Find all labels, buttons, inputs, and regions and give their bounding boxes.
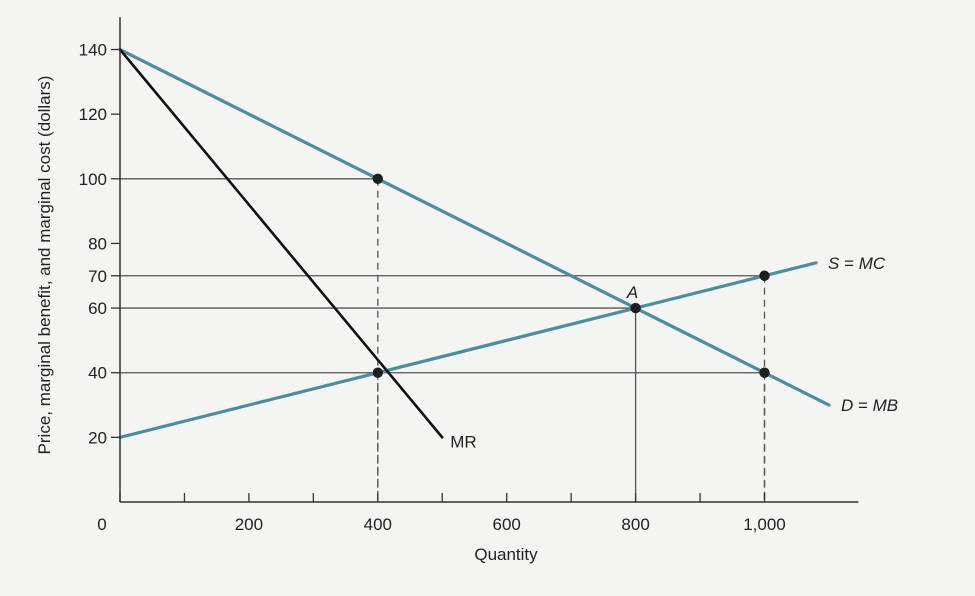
x-tick-label-600: 600 bbox=[493, 515, 521, 534]
x-tick-label-200: 200 bbox=[235, 515, 263, 534]
curve-mr bbox=[118, 48, 444, 439]
y-tick-label-70: 70 bbox=[88, 267, 107, 286]
curves bbox=[118, 47, 831, 439]
point-400-40 bbox=[372, 367, 383, 378]
axes bbox=[111, 17, 859, 503]
x-tick-label-800: 800 bbox=[621, 515, 649, 534]
x-tick-label-0: 0 bbox=[97, 515, 106, 534]
point-800-60 bbox=[630, 302, 641, 314]
curve-d-mb bbox=[118, 47, 831, 407]
curve-label-d-mb: D = MB bbox=[841, 396, 898, 415]
y-tick-label-140: 140 bbox=[79, 41, 107, 60]
y-tick-label-100: 100 bbox=[79, 170, 107, 189]
curve-label-s-mc: S = MC bbox=[828, 254, 886, 273]
points bbox=[372, 173, 770, 378]
x-tick-label-1000: 1,000 bbox=[743, 515, 786, 534]
guide-lines bbox=[120, 178, 766, 502]
y-tick-label-20: 20 bbox=[88, 428, 107, 447]
y-tick-label-120: 120 bbox=[79, 105, 107, 124]
labels: 0 200 400 600 800 1,000 20 40 60 70 80 100 120 140 Qua… bbox=[35, 41, 898, 564]
y-tick-label-60: 60 bbox=[88, 299, 107, 318]
curve-s-mc bbox=[118, 261, 818, 439]
x-tick-label-400: 400 bbox=[364, 515, 392, 534]
y-tick-label-40: 40 bbox=[88, 364, 107, 383]
point-label-a: A bbox=[626, 283, 638, 302]
y-tick-label-80: 80 bbox=[88, 234, 107, 253]
point-1000-70 bbox=[759, 270, 770, 281]
point-1000-40 bbox=[759, 367, 770, 378]
y-axis-title: Price, marginal benefit, and marginal co… bbox=[35, 76, 54, 455]
point-400-100 bbox=[372, 173, 383, 184]
x-axis-title: Quantity bbox=[474, 545, 538, 564]
curve-label-mr: MR bbox=[450, 432, 476, 451]
